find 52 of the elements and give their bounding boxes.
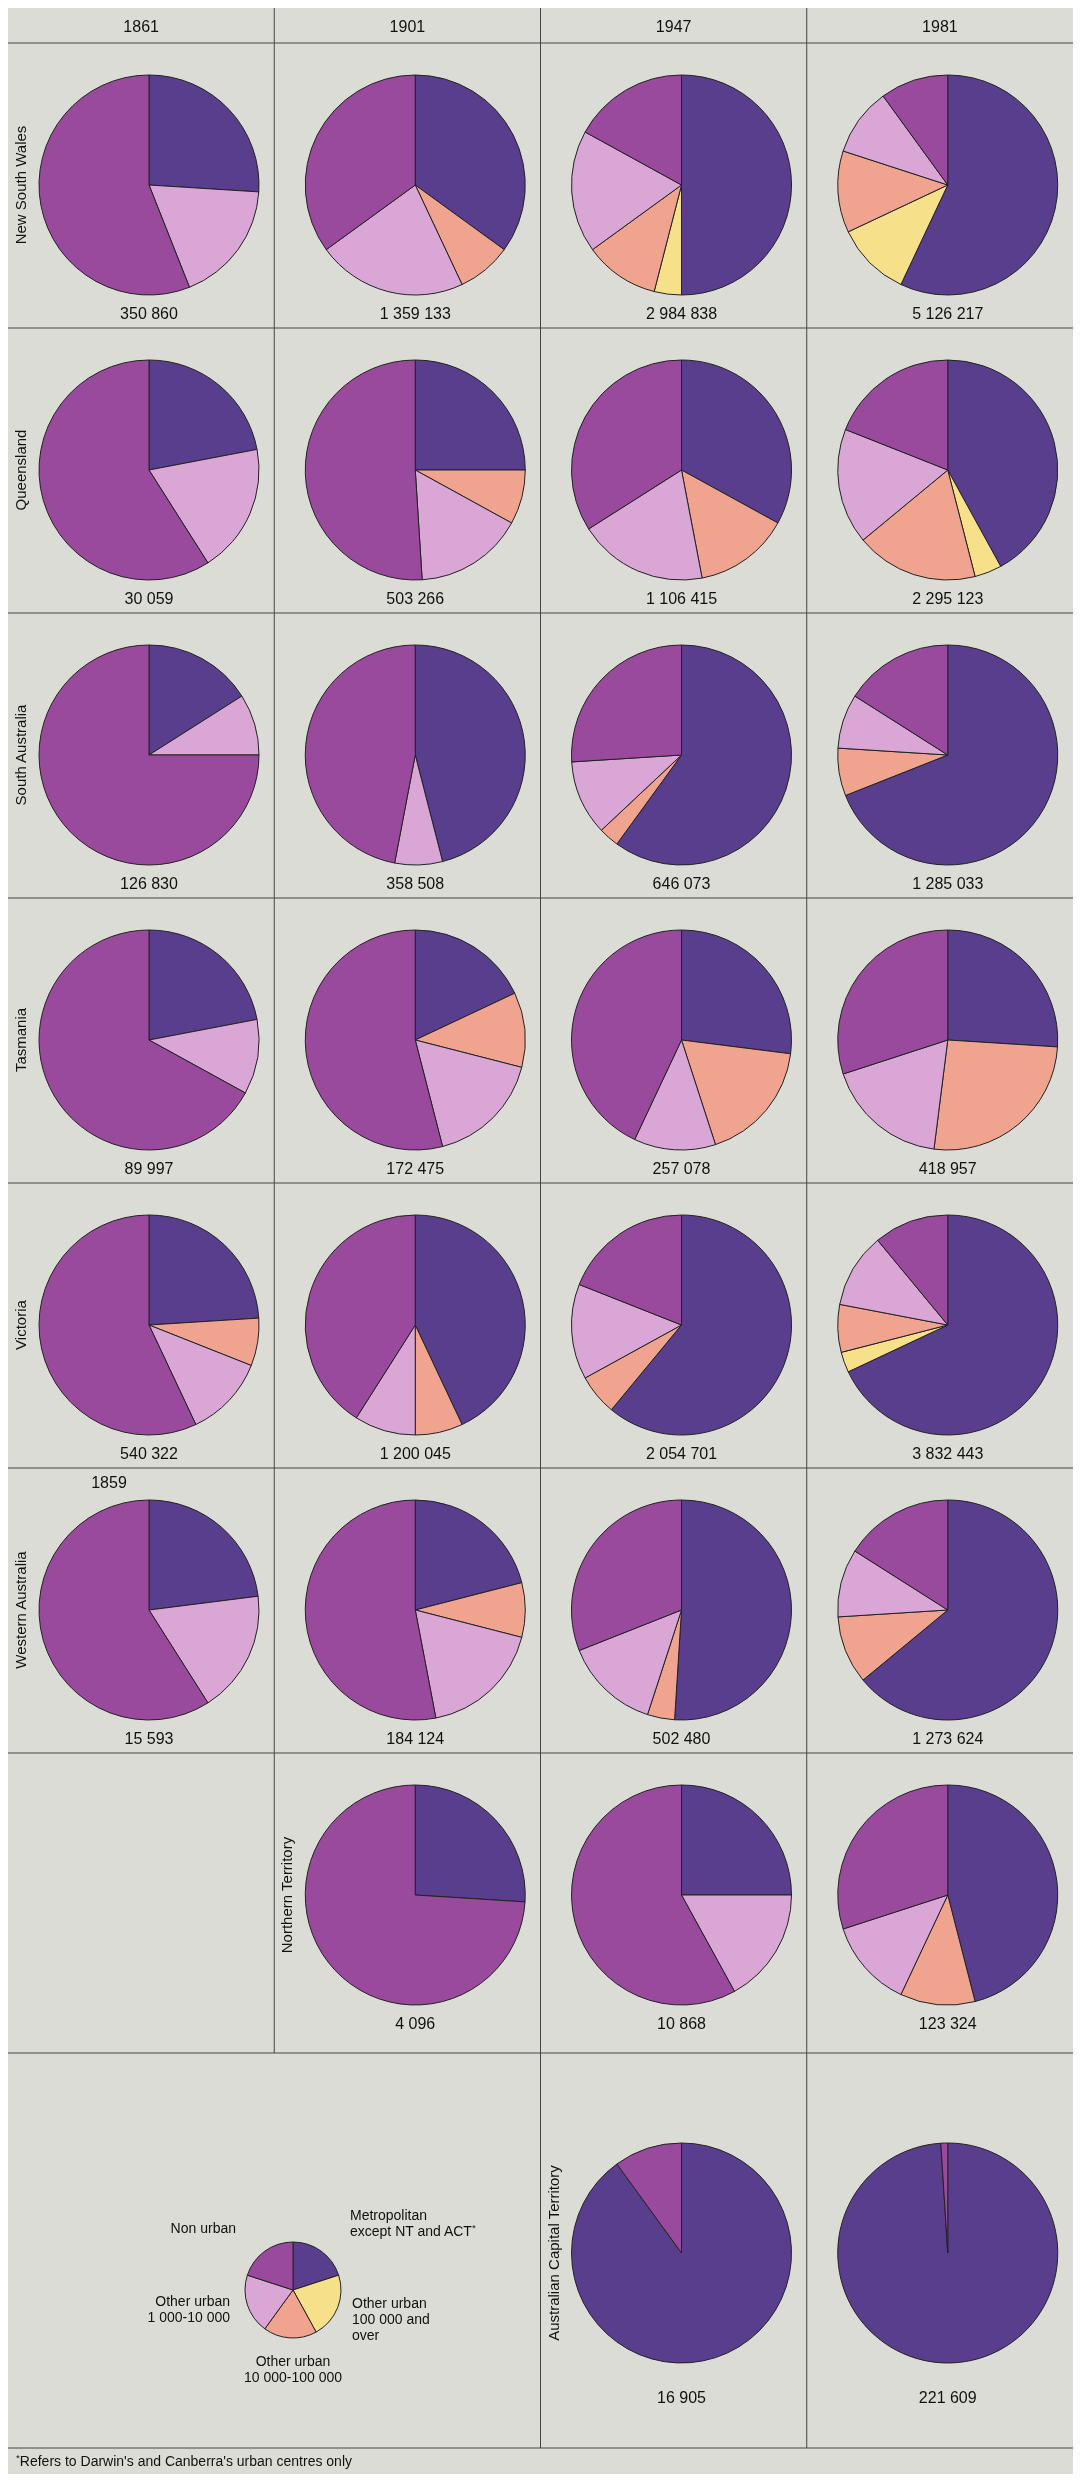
text: New South Wales: [12, 125, 29, 245]
text: 350 860: [120, 305, 179, 322]
text: Victoria: [12, 1299, 29, 1350]
text: 1 200 045: [379, 1445, 451, 1462]
chart-title: 1981: [922, 18, 958, 35]
pie-slice: [304, 1784, 526, 2006]
text: 16 905: [657, 2389, 707, 2406]
slice-label: Metropolitan except NT and ACT$^{*}$: [350, 2207, 476, 2239]
chart-title: 1901: [389, 18, 426, 35]
text: 1 106 415: [645, 590, 718, 607]
text: 2 984 838: [645, 305, 718, 322]
text: Northern Territory: [278, 1836, 296, 1954]
text: 15 593: [124, 1730, 174, 1747]
text: 184 124: [386, 1730, 445, 1747]
chart-title: 1947: [655, 18, 692, 35]
text: 89 997: [124, 1160, 174, 1177]
pie-slice: [38, 644, 260, 866]
text: 646 073: [652, 875, 711, 892]
chart-title: 1861: [123, 18, 160, 35]
slice-label: Non urban: [170, 2220, 236, 2236]
text: 3 832 443: [912, 1445, 984, 1462]
slice-label: Other urban 1 000-10 000: [147, 2293, 231, 2325]
text: 5 126 217: [912, 305, 984, 322]
text: 126 830: [120, 875, 179, 892]
text: 1 273 624: [912, 1730, 984, 1747]
text: 2 054 701: [645, 1445, 718, 1462]
text: 10 868: [657, 2015, 707, 2032]
text: 1 285 033: [912, 875, 984, 892]
text: 1 359 133: [379, 305, 451, 322]
text: 502 480: [652, 1730, 711, 1747]
text: South Australia: [12, 703, 29, 806]
slice-label: Other urban 100 000 and over: [352, 2295, 430, 2343]
text: Queensland: [12, 429, 29, 511]
pie-slice: [837, 2142, 1059, 2364]
text: 4 096: [395, 2015, 436, 2032]
text: 503 266: [386, 590, 445, 607]
text: Australian Capital Territory: [544, 2164, 562, 2341]
text: 221 609: [918, 2389, 977, 2406]
chart-title: 1859: [91, 1474, 127, 1491]
text: Tasmania: [12, 1007, 29, 1073]
slice-label: Other urban 10 000-100 000: [243, 2353, 343, 2385]
text: 123 324: [918, 2015, 977, 2032]
text: 30 059: [124, 590, 174, 607]
text: 2 295 123: [912, 590, 984, 607]
text: 358 508: [386, 875, 445, 892]
text: 257 078: [652, 1160, 711, 1177]
text: 540 322: [120, 1445, 179, 1462]
text: 172 475: [386, 1160, 445, 1177]
text: Western Australia: [12, 1550, 29, 1669]
pie-slice: [571, 2142, 792, 2364]
text: 418 957: [918, 1160, 977, 1177]
text: $^{*}$Refers to Darwin's and Canberra's urban centres only: [16, 2451, 352, 2469]
